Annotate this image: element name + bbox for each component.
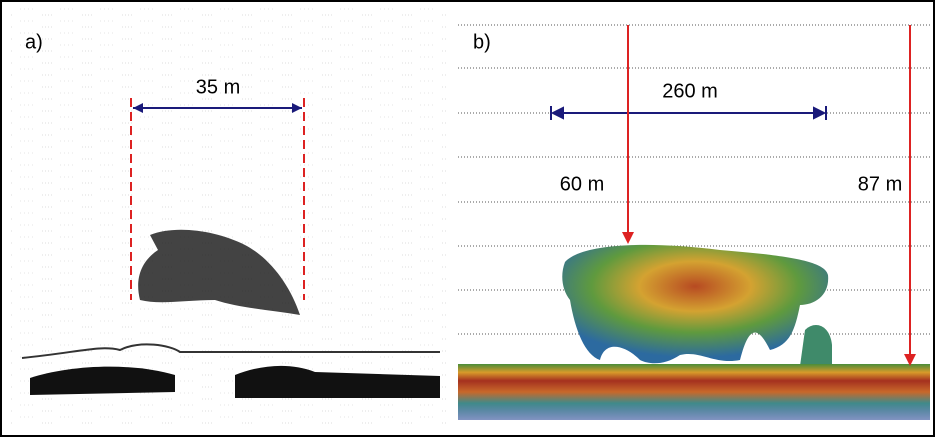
- seabed: [458, 364, 930, 420]
- panel-label: a): [25, 31, 43, 53]
- panel-label: b): [473, 31, 491, 53]
- annotation: 260 m: [662, 80, 718, 102]
- echogram-noise: [10, 8, 446, 428]
- annotation: 35 m: [196, 76, 240, 98]
- figure: a) 35 m b) 260 m 60 m 87 m: [0, 0, 935, 437]
- panel-a: a) 35 m: [10, 8, 446, 428]
- annotation: 60 m: [560, 173, 604, 195]
- annotation: 87 m: [858, 173, 902, 195]
